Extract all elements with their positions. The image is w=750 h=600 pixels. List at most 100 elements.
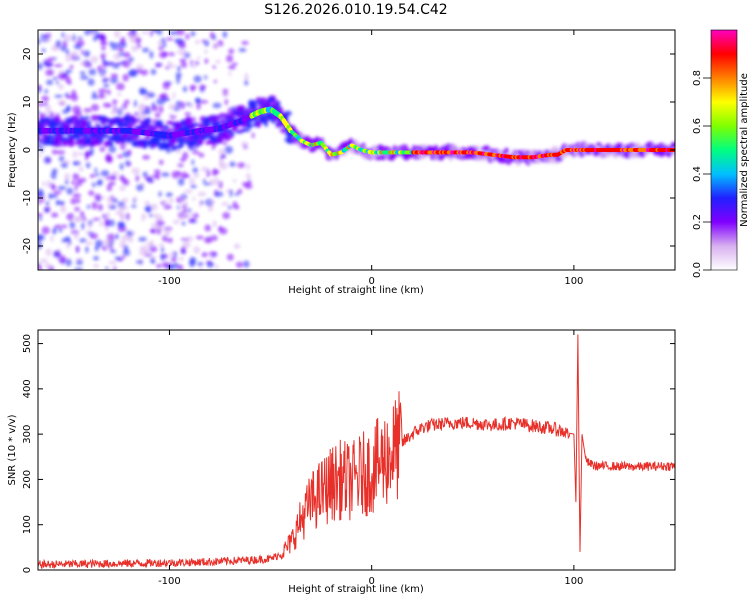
spectrogram-noise [157,40,164,46]
spectrogram-halo [102,133,110,139]
spectrogram-noise [58,228,63,233]
spectrogram-noise [222,141,228,146]
colorbar-tick-label: 0.0 [692,262,703,278]
spectrogram-noise [46,79,54,86]
spectrogram-halo [437,155,445,161]
spectrogram-noise [57,72,67,80]
spectrogram-noise [183,200,188,207]
spectrogram-noise [212,102,222,109]
spectrogram-noise [224,98,229,106]
spectrogram-noise [233,243,241,250]
spectrogram-halo [284,110,292,116]
spectrogram-halo [79,115,84,121]
spectrogram-halo [155,119,164,126]
colorbar-strip [710,29,738,271]
spectrogram-noise [204,58,209,64]
spectrogram-noise [76,198,81,204]
spectrogram-noise [131,45,138,52]
spectrogram-noise [228,70,232,77]
spectrogram-noise [182,208,187,214]
spectrogram-noise [192,213,199,219]
spectrogram-noise [118,106,124,113]
snr-ytick-label: 300 [22,425,33,444]
spectrogram-noise [144,107,151,115]
spectrogram-noise [74,206,81,212]
spectrogram-noise [238,47,247,53]
spectrogram-noise [158,243,164,248]
spectrogram-halo [250,104,258,109]
spectrogram-xlabel: Height of straight line (km) [288,285,424,296]
spectrogram-noise [154,227,161,231]
spectrogram-noise [74,231,79,240]
spectrogram-noise [74,217,81,223]
spectrogram-halo [484,145,490,152]
spectrogram-noise [48,111,55,119]
spectrogram-noise [173,250,177,258]
spectrogram-noise [123,244,129,252]
spectrogram-noise [229,189,233,198]
spectrogram-noise [204,49,208,54]
spectrogram-noise [85,150,90,157]
spectrogram-noise [202,178,206,183]
spectrogram-noise [60,205,67,214]
spectrogram-noise [214,191,224,197]
spectrogram-noise [55,199,60,206]
spectrogram-noise [107,195,113,204]
spectrogram-noise [228,65,236,70]
spectrogram-halo [128,122,137,126]
spectrogram-noise [180,246,187,255]
spectrogram-noise [211,168,218,177]
spectrogram-noise [160,246,165,253]
spectrogram-noise [188,147,197,151]
spectrogram-noise [112,99,118,105]
spectrogram-noise [38,241,43,250]
spectrogram-halo [38,138,43,144]
spectrogram-noise [43,38,52,42]
spectrogram-halo [191,122,200,127]
spectrogram-halo [670,142,675,149]
spectrogram-noise [222,88,229,93]
spectrogram-noise [38,110,41,114]
spectrogram-noise [177,264,184,270]
spectrogram-noise [38,102,46,107]
spectrogram-noise [108,145,117,153]
spectrogram-noise [144,204,153,213]
spectrogram-noise [45,105,52,114]
spectrogram-noise [200,200,204,205]
snr-frame [37,329,676,571]
spectrogram-noise [53,190,62,195]
spectrogram-noise [106,211,110,219]
spectrogram-noise [136,115,146,119]
spectrogram-halo [159,125,165,130]
spectrogram-noise [170,256,178,262]
spectrogram-noise [94,193,102,201]
spectrogram-noise [71,93,79,102]
spectrogram-noise [188,259,196,268]
spectrogram-halo [360,142,366,148]
spectrogram-noise [225,54,234,63]
spectrogram-noise [99,146,106,152]
spectrogram-halo [142,142,148,149]
spectrogram-noise [189,213,193,217]
spectrogram-noise [79,71,86,76]
spectrogram-halo [82,116,91,120]
spectrogram-halo [133,118,142,123]
spectrogram-noise [244,79,249,86]
snr-marks [38,334,675,569]
spectrogram-noise [127,69,137,77]
spectrogram-halo [204,123,212,127]
spectrogram-noise [141,213,147,220]
spectrogram-noise [183,189,193,194]
snr-ytick-label: 200 [22,470,33,489]
spectrogram-xtick-label: 100 [564,276,583,287]
spectrogram-halo [420,154,428,159]
spectrogram-noise [142,47,150,53]
spectrogram-halo [242,128,251,132]
spectrogram-noise [56,150,66,155]
spectrogram-noise [189,84,197,91]
spectrogram-noise [227,205,232,210]
spectrogram-noise [83,108,92,113]
spectrogram-noise [212,65,216,69]
spectrogram-noise [180,237,189,242]
